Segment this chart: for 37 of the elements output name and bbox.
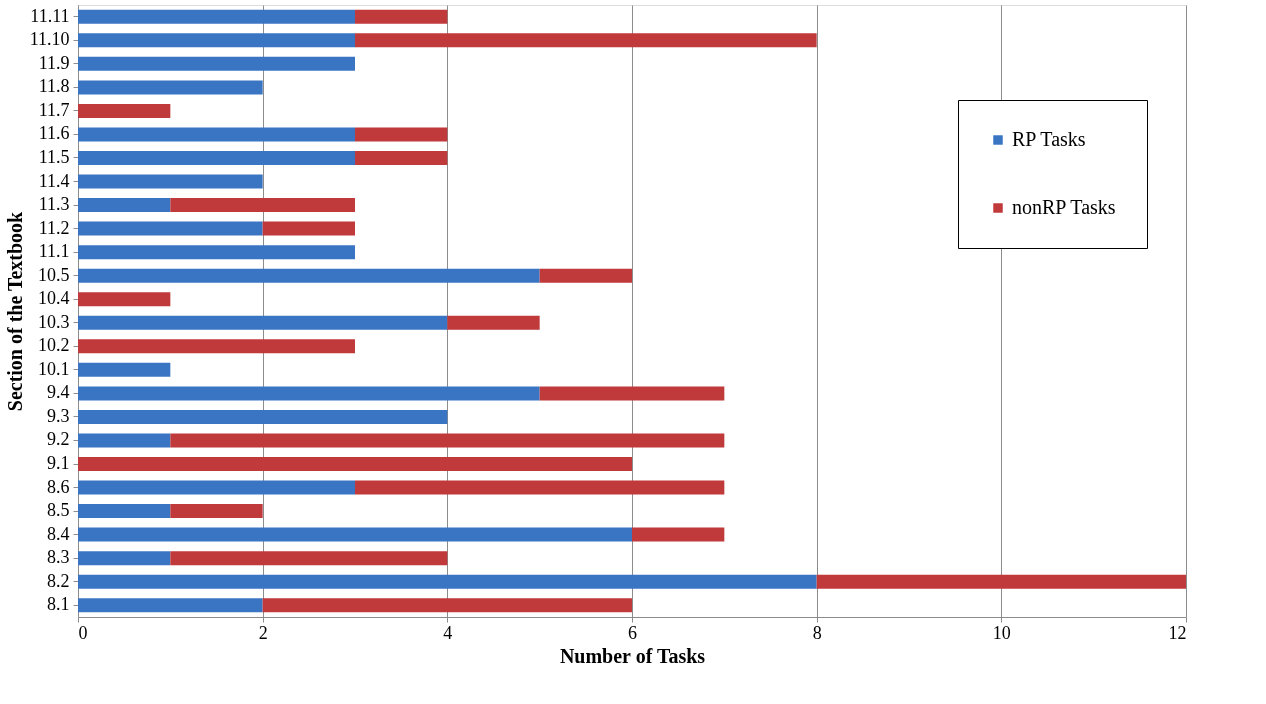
y-tick-label: 11.3 [38, 194, 70, 215]
y-tick-label: 11.9 [38, 52, 70, 73]
y-tick-label: 8.1 [47, 594, 70, 615]
x-tick-label: 8 [812, 622, 822, 643]
y-tick-label: 9.3 [47, 405, 70, 426]
y-tick-label: 9.2 [47, 429, 70, 450]
y-tick-label: 8.6 [47, 476, 70, 497]
y-tick-label: 11.8 [38, 76, 70, 97]
y-tick-label: 10.3 [38, 311, 70, 332]
y-tick-label: 11.2 [38, 217, 70, 238]
x-tick-label: 12 [1168, 622, 1187, 643]
y-tick-label: 9.1 [47, 453, 70, 473]
y-tick-label: 8.5 [47, 500, 70, 521]
y-tick-label: 8.3 [47, 547, 70, 568]
y-tick-label: 10.1 [38, 358, 70, 379]
x-tick-label: 0 [78, 622, 88, 643]
y-tick-label: 11.4 [38, 170, 70, 191]
y-tick-label: 11.5 [38, 147, 70, 167]
y-tick-label: 10.5 [38, 264, 70, 285]
y-tick-label: 11.6 [38, 123, 70, 144]
legend-label: nonRP Tasks [1012, 196, 1116, 218]
y-tick-label: 11.7 [38, 99, 70, 120]
y-tick-label: 8.2 [47, 570, 70, 591]
x-tick-label: 6 [628, 622, 637, 643]
x-tick-label: 2 [258, 622, 268, 643]
legend-label: RP Tasks [1012, 128, 1086, 150]
y-tick-label: 10.2 [38, 335, 70, 356]
x-tick-label: 4 [443, 622, 453, 643]
y-tick-label: 10.4 [38, 288, 70, 309]
y-axis-title: Section of the Textbook [3, 210, 26, 412]
y-tick-label: 11.1 [38, 241, 70, 262]
y-tick-label: 8.4 [47, 523, 70, 544]
y-tick-label: 11.10 [29, 29, 70, 50]
y-tick-label: 11.11 [30, 5, 70, 26]
x-tick-label: 10 [992, 622, 1011, 643]
x-axis-title: Number of Tasks [559, 644, 706, 667]
y-tick-label: 9.4 [47, 382, 70, 403]
